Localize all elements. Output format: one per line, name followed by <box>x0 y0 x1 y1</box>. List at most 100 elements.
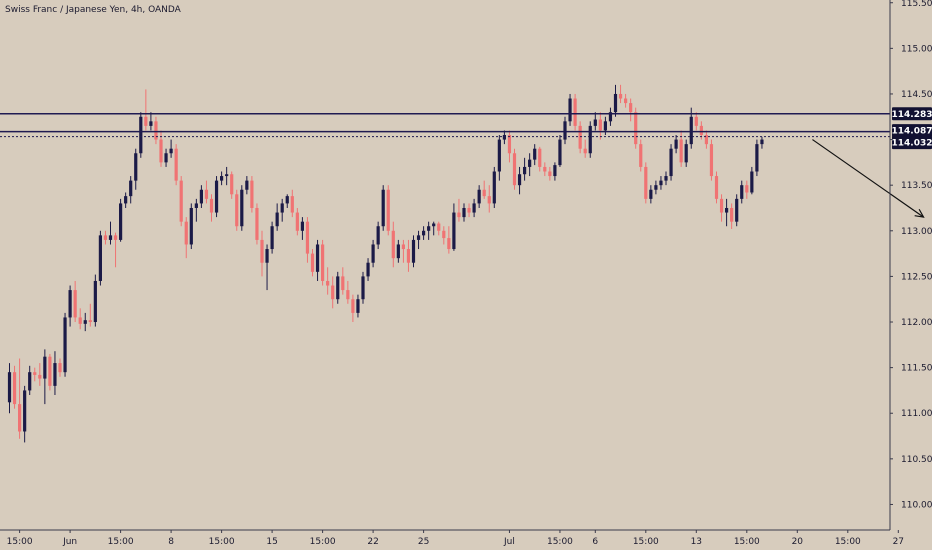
candle-body <box>119 203 123 240</box>
candle-body <box>361 276 365 300</box>
candle-body <box>422 230 426 236</box>
trend-arrow-line <box>812 139 924 218</box>
candle-body <box>432 223 436 227</box>
candle-body <box>371 244 375 263</box>
candle-body <box>386 189 390 231</box>
candle-body <box>533 148 537 160</box>
candle-body <box>699 125 703 136</box>
candle-body <box>331 285 335 300</box>
candle-body <box>482 189 486 197</box>
candle-body <box>93 280 97 323</box>
candle-body <box>300 221 304 231</box>
candle-body <box>204 189 209 199</box>
price-label-bg <box>892 136 932 150</box>
candle-body <box>88 320 92 323</box>
candle-body <box>709 144 714 177</box>
y-tick-label: 114.500 <box>901 90 932 100</box>
candle-body <box>517 174 522 186</box>
candle-body <box>326 280 330 286</box>
candle-body <box>416 235 421 240</box>
candle-body <box>58 363 62 373</box>
candle-body <box>43 356 47 379</box>
candle-body <box>502 135 506 140</box>
x-tick-label: 13 <box>691 537 702 547</box>
candle-body <box>240 189 244 227</box>
x-tick-label: 15:00 <box>633 537 659 547</box>
candle-body <box>523 166 527 175</box>
candle-body <box>406 249 411 263</box>
candle-body <box>174 148 178 181</box>
chart-title: Swiss Franc / Japanese Yen, 4h, OANDA <box>5 5 181 15</box>
candle-body <box>396 244 400 259</box>
candle-body <box>366 262 370 277</box>
candle-body <box>725 207 729 213</box>
candle-body <box>704 135 708 145</box>
candle-body <box>401 244 405 250</box>
x-tick-label: 15 <box>266 537 277 547</box>
x-tick-label: 15:00 <box>108 537 134 547</box>
candle-body <box>543 166 547 172</box>
candle-body <box>154 121 158 140</box>
y-tick-label: 111.500 <box>901 364 932 374</box>
x-tick-label: 15:00 <box>209 537 235 547</box>
x-tick-label: 15:00 <box>734 537 760 547</box>
candle-body <box>285 196 289 204</box>
candle-body <box>290 196 294 213</box>
y-tick-label: 110.500 <box>901 455 932 465</box>
candle-body <box>669 148 673 177</box>
candle-body <box>295 212 299 231</box>
y-tick-label: 113.000 <box>901 227 932 237</box>
candle-body <box>573 98 577 126</box>
x-tick-label: Jul <box>503 537 515 547</box>
candle-body <box>199 189 203 204</box>
candle-body <box>654 185 658 190</box>
candle-body <box>593 119 597 126</box>
candle-body <box>598 119 602 131</box>
candle-body <box>305 221 310 254</box>
candle-body <box>18 404 22 432</box>
candle-body <box>689 116 693 145</box>
candle-body <box>507 135 512 154</box>
y-tick-label: 113.500 <box>901 181 932 191</box>
candle-body <box>548 171 552 177</box>
candle-body <box>578 125 582 149</box>
candle-body <box>53 363 57 386</box>
candle-body <box>512 153 517 186</box>
candle-body <box>538 148 542 167</box>
candle-body <box>613 93 618 113</box>
candle-body <box>179 180 183 222</box>
candle-body <box>98 235 102 281</box>
candle-body <box>553 165 557 177</box>
candle-body <box>634 112 638 145</box>
candle-body <box>169 148 173 154</box>
price-label-bg <box>892 124 932 138</box>
candle-body <box>245 180 249 190</box>
candle-body <box>497 139 501 172</box>
candle-body <box>563 121 567 140</box>
candle-body <box>487 196 491 204</box>
candle-body <box>664 176 668 181</box>
candle-body <box>740 185 744 199</box>
candle-body <box>694 116 698 126</box>
candle-body <box>255 207 259 240</box>
candle-body <box>356 299 360 313</box>
candle-body <box>235 194 239 227</box>
x-tick-label: 27 <box>893 537 904 547</box>
candle-body <box>33 372 37 375</box>
candle-body <box>679 139 683 163</box>
candle-body <box>260 239 264 263</box>
price-label-bg <box>892 107 932 121</box>
candle-body <box>113 235 118 240</box>
x-tick-label: 20 <box>792 537 804 547</box>
candle-body <box>341 276 345 291</box>
candle-body <box>83 320 87 324</box>
candle-body <box>719 198 724 213</box>
candle-body <box>624 98 628 104</box>
candle-body <box>472 203 476 213</box>
y-tick-label: 112.500 <box>901 272 932 282</box>
candle-body <box>639 144 643 167</box>
candle-body <box>745 185 749 193</box>
candle-body <box>225 174 229 177</box>
